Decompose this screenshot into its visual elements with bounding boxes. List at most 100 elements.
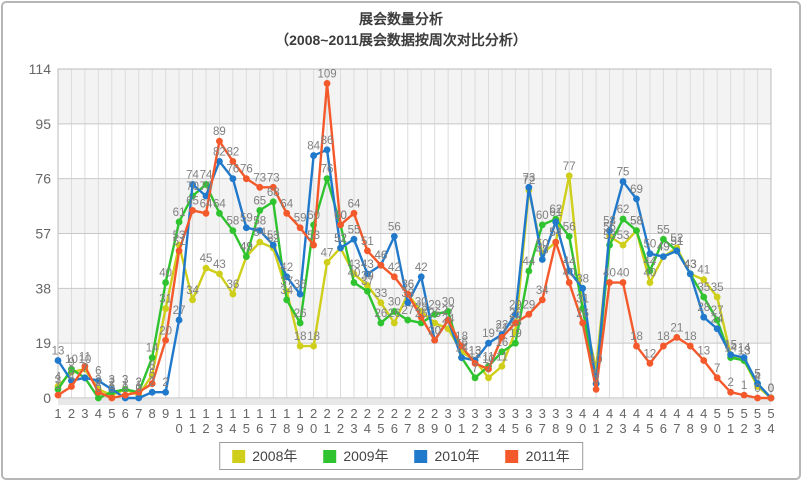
data-point-label: 62: [549, 204, 562, 216]
data-point: [175, 316, 183, 324]
data-point: [498, 348, 506, 356]
x-axis-tick-label: 3: [552, 406, 559, 421]
x-axis-tick-label: 3: [445, 406, 452, 421]
legend-item-2008年[interactable]: 2008年: [232, 446, 297, 466]
data-point-label: 59: [294, 213, 307, 225]
legend-item-2011年[interactable]: 2011年: [505, 446, 570, 466]
data-point-label: 21: [670, 322, 683, 334]
data-point-label: 37: [280, 276, 293, 288]
data-point-label: 52: [334, 233, 347, 245]
data-point: [377, 261, 385, 269]
data-point-label: 51: [670, 236, 683, 248]
data-point: [606, 227, 613, 235]
x-axis-tick-label: 0: [175, 421, 182, 436]
data-point: [659, 253, 667, 260]
data-point-label: 50: [536, 239, 549, 251]
data-point-label: 24: [442, 314, 455, 326]
data-point-label: 73: [253, 172, 266, 184]
data-point: [498, 333, 506, 341]
x-axis-tick-label: 5: [727, 406, 734, 421]
data-point-label: 47: [321, 247, 334, 259]
data-point-label: 18: [294, 331, 307, 343]
x-axis-tick-label: 3: [81, 406, 88, 421]
data-point-label: 70: [186, 181, 199, 193]
data-point-label: 54: [549, 227, 562, 239]
x-axis-tick-label: 1: [297, 406, 304, 421]
data-point: [296, 342, 304, 350]
data-point-label: 60: [334, 210, 347, 222]
data-point: [538, 221, 546, 229]
x-axis-tick-label: 3: [350, 421, 357, 436]
data-point: [229, 227, 237, 235]
data-point: [552, 238, 560, 246]
data-point-label: 19: [482, 328, 495, 340]
legend-label: 2009年: [343, 448, 389, 464]
data-point: [68, 365, 75, 373]
x-axis-tick-label: 6: [391, 421, 398, 436]
x-axis-tick-label: 5: [512, 421, 519, 436]
data-point-label: 48: [536, 244, 549, 256]
data-point: [135, 388, 143, 396]
data-point: [162, 279, 170, 286]
x-axis-tick-label: 8: [283, 421, 290, 436]
x-axis-tick-label: 9: [700, 421, 707, 436]
data-point-label: 10: [79, 354, 92, 366]
x-axis-tick-label: 4: [606, 406, 613, 421]
x-axis-tick-label: 4: [633, 421, 640, 436]
data-point: [417, 273, 425, 281]
data-point-label: 21: [496, 322, 509, 334]
data-point: [485, 339, 492, 347]
data-point: [619, 241, 627, 249]
data-point-label: 13: [469, 345, 482, 357]
data-point: [700, 313, 708, 321]
data-point-label: 19: [509, 328, 522, 340]
data-point-label: 10: [590, 354, 603, 366]
data-point-label: 89: [213, 126, 226, 138]
x-axis-tick-label: 4: [498, 421, 505, 436]
data-point: [162, 388, 170, 396]
legend-swatch: [323, 449, 337, 463]
data-point-label: 55: [348, 224, 361, 236]
data-point-label: 50: [644, 239, 657, 251]
data-point: [713, 316, 721, 324]
x-axis-tick-label: 2: [418, 406, 425, 421]
data-point-label: 7: [714, 363, 720, 375]
x-axis-tick-label: 4: [95, 406, 102, 421]
x-axis-tick-label: 2: [323, 406, 330, 421]
x-axis-tick-label: 7: [404, 421, 411, 436]
data-point: [310, 241, 318, 249]
data-point-label: 61: [173, 207, 186, 219]
data-point: [135, 394, 143, 402]
data-point-label: 49: [240, 242, 253, 254]
x-axis-tick-label: 3: [619, 421, 626, 436]
legend-item-2009年[interactable]: 2009年: [323, 446, 389, 466]
data-point-label: 34: [280, 285, 293, 297]
x-axis-tick-label: 1: [175, 406, 182, 421]
data-point: [68, 383, 75, 390]
data-point-label: 62: [617, 204, 630, 216]
data-point: [511, 339, 519, 347]
x-axis-tick-label: 8: [149, 406, 156, 421]
x-axis-tick-label: 3: [216, 421, 223, 436]
data-point: [377, 319, 385, 327]
x-axis-tick-label: 5: [740, 406, 747, 421]
data-point-label: 6: [68, 366, 74, 378]
data-point: [444, 316, 452, 324]
data-point-label: 43: [684, 259, 697, 271]
data-point-label: 15: [724, 340, 737, 352]
data-point: [579, 284, 587, 292]
data-point: [485, 374, 492, 382]
data-point-label: 7: [472, 363, 478, 375]
data-point: [283, 273, 291, 281]
data-point-label: 13: [697, 345, 710, 357]
x-axis-tick-label: 8: [687, 421, 694, 436]
x-axis-tick-label: 5: [767, 406, 774, 421]
data-point: [525, 310, 533, 318]
plot-border: [57, 68, 772, 399]
data-point-label: 36: [226, 279, 239, 291]
data-point-label: 40: [603, 268, 616, 280]
data-point: [216, 209, 223, 217]
x-axis-tick-label: 1: [189, 406, 196, 421]
legend-item-2010年[interactable]: 2010年: [414, 446, 480, 466]
data-point-label: 3: [55, 374, 61, 386]
